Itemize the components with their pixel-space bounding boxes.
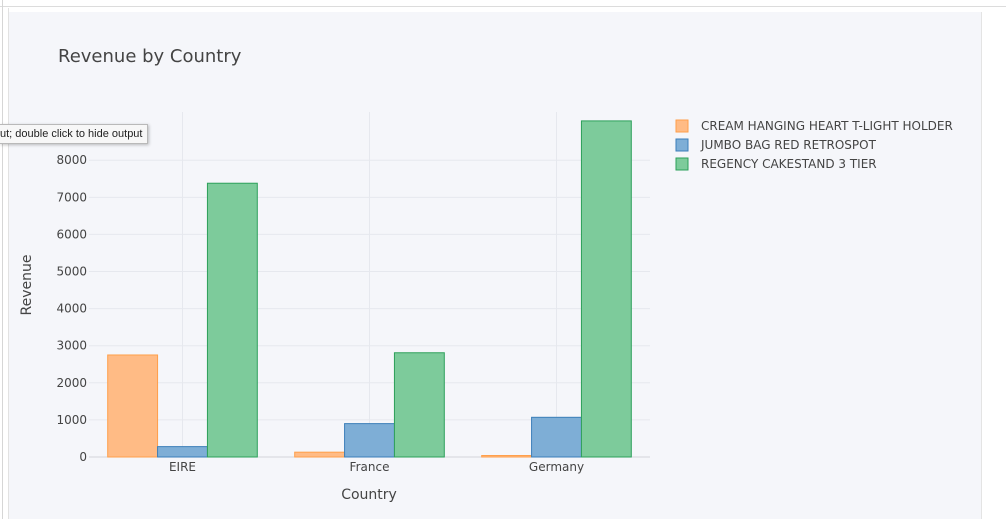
cell-output-area[interactable] — [9, 12, 982, 519]
cell-border — [2, 0, 3, 519]
legend-item[interactable]: CREAM HANGING HEART T-LIGHT HOLDER — [675, 119, 953, 133]
chart-legend[interactable]: CREAM HANGING HEART T-LIGHT HOLDER JUMBO … — [675, 119, 953, 171]
y-tick-label: 6000 — [56, 227, 87, 241]
output-prompt-border — [8, 8, 9, 519]
y-tick-label: 0 — [79, 450, 87, 464]
notebook-top-strip — [0, 0, 1006, 7]
y-axis-label: Revenue — [19, 255, 35, 316]
legend-label: JUMBO BAG RED RETROSPOT — [700, 138, 877, 152]
output-collapse-tooltip: ut; double click to hide output — [0, 124, 149, 144]
y-tick-label: 4000 — [56, 302, 87, 316]
legend-label: CREAM HANGING HEART T-LIGHT HOLDER — [701, 119, 953, 133]
chart-ticks: 0 1000 2000 3000 4000 5000 6000 7000 8000 EIRE Fra… — [56, 153, 584, 474]
y-tick-label: 2000 — [56, 376, 87, 390]
x-tick-label: Germany — [529, 460, 584, 474]
bar[interactable] — [393, 352, 445, 458]
bar[interactable] — [107, 354, 159, 458]
legend-item[interactable]: JUMBO BAG RED RETROSPOT — [675, 138, 877, 152]
legend-label: REGENCY CAKESTAND 3 TIER — [701, 157, 877, 171]
y-tick-label: 5000 — [56, 265, 87, 279]
bar[interactable] — [294, 451, 346, 458]
x-tick-label: France — [350, 460, 390, 474]
x-tick-label: EIRE — [169, 460, 196, 474]
bar[interactable] — [580, 120, 632, 458]
legend-swatch — [675, 119, 689, 133]
chart-bars[interactable] — [107, 120, 632, 458]
legend-item[interactable]: REGENCY CAKESTAND 3 TIER — [675, 157, 877, 171]
chart-title: Revenue by Country — [58, 46, 242, 67]
legend-swatch — [675, 157, 689, 171]
bar[interactable] — [481, 455, 533, 458]
bar[interactable] — [344, 423, 395, 458]
y-tick-label: 7000 — [56, 190, 87, 204]
bar[interactable] — [531, 416, 582, 458]
y-tick-label: 1000 — [56, 413, 87, 427]
bar[interactable] — [206, 182, 258, 458]
bar[interactable] — [157, 446, 208, 458]
y-tick-label: 8000 — [56, 153, 87, 167]
x-axis-label: Country — [341, 487, 397, 503]
chart-grid — [89, 112, 650, 458]
legend-swatch — [675, 138, 689, 152]
y-tick-label: 3000 — [56, 339, 87, 353]
